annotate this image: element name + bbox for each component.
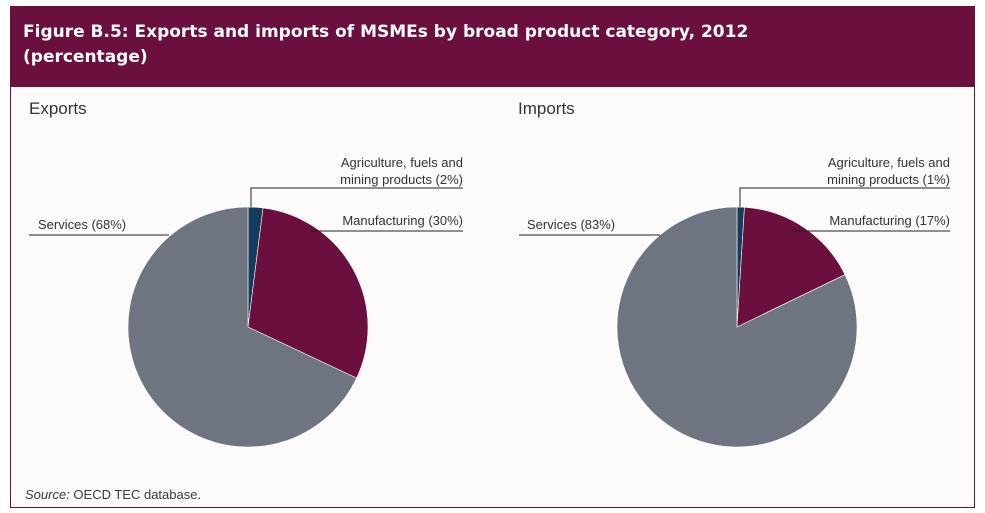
exports-manufacturing-label: Manufacturing (30%) bbox=[342, 213, 463, 228]
exports-slice-manufacturing bbox=[247, 207, 369, 379]
imports-agriculture-label-line1: Agriculture, fuels and bbox=[828, 155, 950, 170]
figure-subtitle: (percentage) bbox=[23, 47, 148, 67]
exports-slice-services bbox=[127, 206, 357, 448]
imports-agriculture-leader bbox=[739, 187, 950, 207]
imports-pie bbox=[616, 206, 858, 448]
imports-agriculture-label-line2: mining products (1%) bbox=[827, 172, 950, 187]
figure-header: Figure B.5: Exports and imports of MSMEs… bbox=[11, 7, 974, 87]
imports-manufacturing-label: Manufacturing (17%) bbox=[829, 213, 950, 228]
imports-slice-manufacturing bbox=[736, 206, 846, 328]
exports-agriculture-leader bbox=[250, 187, 463, 207]
pie-charts: Exports Agriculture, fuels and mining pr… bbox=[29, 99, 950, 448]
source-note: Source: OECD TEC database. bbox=[25, 487, 201, 502]
exports-chart: Exports Agriculture, fuels and mining pr… bbox=[29, 99, 463, 448]
figure-title: Figure B.5: Exports and imports of MSMEs… bbox=[23, 22, 749, 42]
imports-title: Imports bbox=[518, 99, 575, 118]
exports-agriculture-label-line2: mining products (2%) bbox=[340, 172, 463, 187]
exports-agriculture-label-line1: Agriculture, fuels and bbox=[341, 155, 463, 170]
exports-services-label: Services (68%) bbox=[38, 217, 126, 232]
imports-slice-services bbox=[616, 206, 858, 448]
exports-pie bbox=[127, 206, 369, 448]
imports-chart: Imports Agriculture, fuels and mining pr… bbox=[518, 99, 950, 448]
exports-title: Exports bbox=[29, 99, 87, 118]
source-text: OECD TEC database. bbox=[69, 487, 202, 502]
imports-services-label: Services (83%) bbox=[527, 217, 615, 232]
figure-frame: Figure B.5: Exports and imports of MSMEs… bbox=[10, 6, 975, 508]
source-label: Source: bbox=[25, 487, 70, 502]
